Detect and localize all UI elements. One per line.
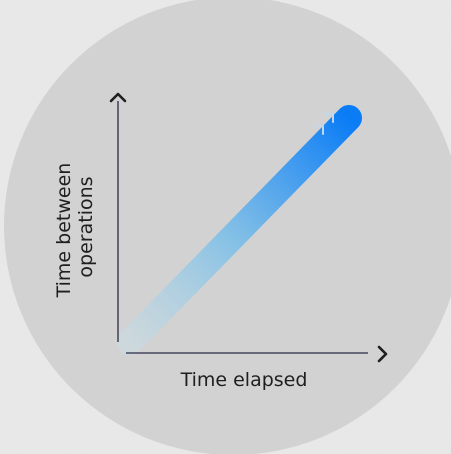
y-axis-label: Time between operations <box>53 157 97 299</box>
series-line-group <box>117 105 362 355</box>
double-chevron-up-right-icon <box>314 113 334 135</box>
x-axis-label: Time elapsed <box>180 369 308 391</box>
chevron-right-icon <box>377 345 388 363</box>
chevron-up-icon <box>109 92 127 103</box>
y-axis-label-line-1: Time between <box>53 163 75 299</box>
y-axis-label-line-2: operations <box>75 176 97 277</box>
series-line-0 <box>117 105 362 355</box>
